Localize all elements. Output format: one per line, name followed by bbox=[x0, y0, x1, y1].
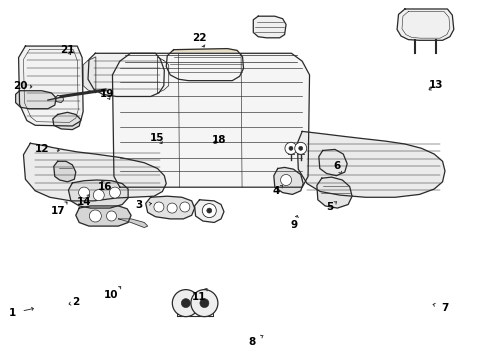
Circle shape bbox=[106, 211, 116, 221]
Text: 18: 18 bbox=[211, 135, 226, 145]
Text: 17: 17 bbox=[50, 202, 67, 216]
Polygon shape bbox=[76, 206, 131, 226]
Circle shape bbox=[202, 204, 216, 217]
Polygon shape bbox=[112, 53, 309, 187]
Circle shape bbox=[181, 299, 190, 307]
Circle shape bbox=[280, 175, 291, 185]
Polygon shape bbox=[157, 57, 168, 93]
Polygon shape bbox=[145, 196, 194, 219]
Text: 11: 11 bbox=[192, 289, 207, 302]
Polygon shape bbox=[54, 161, 76, 182]
Circle shape bbox=[206, 208, 211, 213]
Circle shape bbox=[154, 202, 163, 212]
Polygon shape bbox=[166, 49, 243, 81]
Polygon shape bbox=[83, 57, 96, 93]
Circle shape bbox=[172, 289, 199, 317]
Polygon shape bbox=[318, 149, 346, 176]
Circle shape bbox=[285, 142, 296, 154]
Text: 16: 16 bbox=[98, 181, 112, 192]
Circle shape bbox=[200, 299, 208, 307]
Text: 3: 3 bbox=[136, 200, 151, 210]
Polygon shape bbox=[396, 9, 453, 40]
Text: 4: 4 bbox=[272, 185, 282, 196]
Text: 22: 22 bbox=[192, 33, 206, 47]
Text: 19: 19 bbox=[99, 89, 114, 99]
Circle shape bbox=[180, 202, 189, 212]
Circle shape bbox=[109, 187, 120, 198]
Polygon shape bbox=[19, 46, 83, 126]
Text: 13: 13 bbox=[428, 80, 443, 90]
Polygon shape bbox=[253, 16, 285, 38]
Circle shape bbox=[89, 210, 101, 222]
Circle shape bbox=[298, 146, 302, 150]
Polygon shape bbox=[55, 95, 63, 103]
Polygon shape bbox=[118, 219, 147, 228]
Polygon shape bbox=[297, 131, 444, 197]
Text: 7: 7 bbox=[432, 303, 448, 313]
Text: 21: 21 bbox=[60, 45, 75, 55]
Text: 15: 15 bbox=[150, 132, 164, 144]
Text: 6: 6 bbox=[333, 161, 341, 174]
Polygon shape bbox=[68, 180, 128, 208]
Text: 12: 12 bbox=[34, 144, 59, 154]
Polygon shape bbox=[194, 200, 224, 222]
Polygon shape bbox=[316, 177, 351, 208]
Circle shape bbox=[294, 142, 306, 154]
Text: 14: 14 bbox=[77, 194, 91, 207]
Circle shape bbox=[93, 190, 104, 201]
Circle shape bbox=[167, 203, 177, 213]
Polygon shape bbox=[88, 53, 164, 96]
Text: 20: 20 bbox=[13, 81, 32, 91]
Polygon shape bbox=[23, 143, 166, 201]
Text: 2: 2 bbox=[69, 297, 79, 307]
Text: 9: 9 bbox=[290, 216, 298, 230]
Text: 5: 5 bbox=[326, 202, 336, 212]
Polygon shape bbox=[53, 112, 81, 130]
Circle shape bbox=[190, 289, 218, 317]
Polygon shape bbox=[16, 91, 56, 109]
Circle shape bbox=[79, 187, 89, 198]
Circle shape bbox=[288, 146, 292, 150]
Polygon shape bbox=[273, 167, 303, 194]
Text: 1: 1 bbox=[9, 307, 33, 318]
Text: 8: 8 bbox=[248, 335, 263, 347]
Text: 10: 10 bbox=[104, 287, 121, 300]
